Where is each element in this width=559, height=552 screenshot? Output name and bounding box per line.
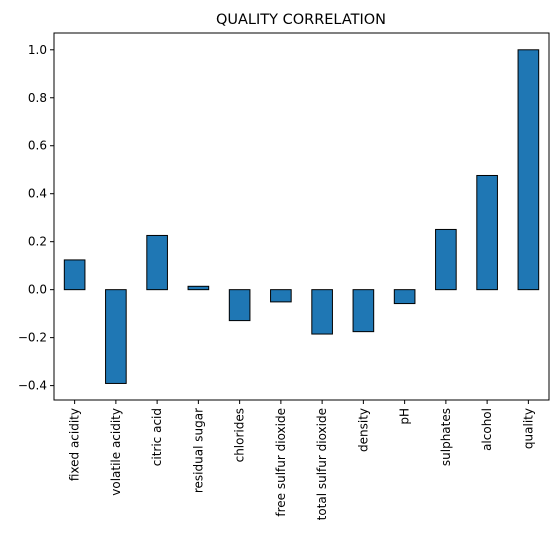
bar-total-sulfur-dioxide bbox=[311, 289, 333, 335]
bar-volatile-acidity bbox=[105, 289, 127, 384]
x-tick-label: pH bbox=[398, 408, 412, 425]
plot-frame bbox=[53, 32, 550, 401]
bar-chlorides bbox=[228, 289, 251, 322]
y-tick-label: 0.2 bbox=[28, 235, 47, 249]
bar-fixed-acidity bbox=[63, 259, 86, 291]
x-axis: fixed acidity volatile acidity citric acid… bbox=[68, 400, 535, 520]
x-tick-label: alcohol bbox=[480, 408, 494, 451]
x-tick-label: sulphates bbox=[439, 408, 453, 466]
y-tick-label: 0.6 bbox=[28, 139, 47, 153]
bar-ph bbox=[393, 289, 416, 305]
x-tick-label: fixed acidity bbox=[68, 408, 82, 481]
y-tick-label: −0.2 bbox=[18, 331, 47, 345]
x-tick-label: free sulfur dioxide bbox=[274, 408, 288, 517]
x-tick-label: residual sugar bbox=[191, 408, 205, 493]
y-axis: −0.4 −0.2 0.0 0.2 0.4 0.6 0.8 1.0 bbox=[18, 43, 54, 393]
y-tick-label: 0.0 bbox=[28, 283, 47, 297]
chart-title: QUALITY CORRELATION bbox=[216, 12, 386, 28]
bar-density bbox=[352, 289, 375, 333]
x-tick-label: density bbox=[356, 408, 370, 452]
x-tick-label: citric acid bbox=[150, 408, 164, 466]
x-tick-label: volatile acidity bbox=[109, 408, 123, 496]
x-tick-label: total sulfur dioxide bbox=[315, 408, 329, 520]
y-tick-label: −0.4 bbox=[18, 379, 47, 393]
x-tick-label: chlorides bbox=[233, 408, 247, 462]
bar-citric-acid bbox=[146, 234, 168, 291]
y-tick-label: 0.8 bbox=[28, 91, 47, 105]
bar-alcohol bbox=[476, 174, 498, 291]
y-tick-label: 0.4 bbox=[28, 187, 47, 201]
y-tick-label: 1.0 bbox=[28, 43, 47, 57]
x-tick-label: quality bbox=[521, 408, 535, 449]
bar-quality bbox=[517, 49, 540, 291]
bar-sulphates bbox=[435, 228, 457, 291]
bar-free-sulfur-dioxide bbox=[270, 289, 292, 303]
bar-residual-sugar bbox=[187, 285, 210, 291]
bars-group bbox=[63, 49, 540, 384]
